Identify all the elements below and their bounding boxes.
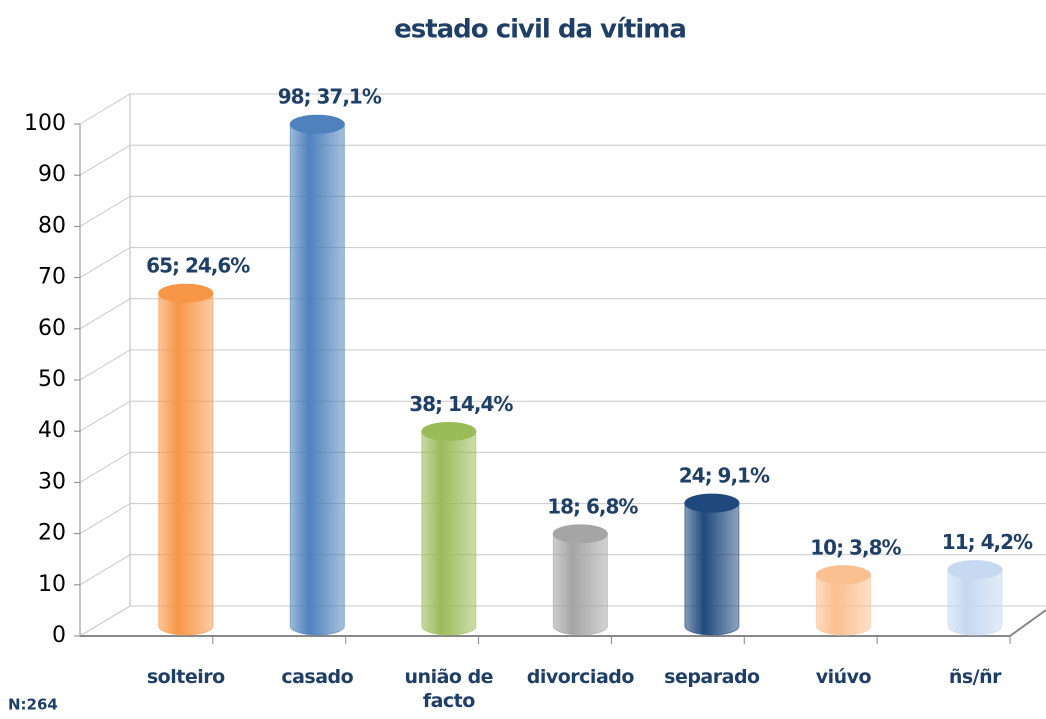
x-tick-label: união de facto	[404, 666, 494, 712]
bar-top	[684, 493, 740, 513]
bar-top	[289, 114, 345, 134]
y-tick-label: 90	[38, 162, 66, 187]
y-tick-label: 30	[38, 469, 66, 494]
bar-top	[947, 560, 1003, 580]
data-label: 11; 4,2%	[942, 530, 1033, 554]
bar	[815, 574, 871, 636]
data-label: 65; 24,6%	[146, 254, 250, 278]
data-label: 10; 3,8%	[810, 535, 901, 559]
y-tick-label: 50	[38, 367, 66, 392]
grid-line	[79, 554, 1046, 586]
bar-top	[421, 421, 477, 441]
x-tick-label: separado	[664, 666, 760, 688]
bar	[684, 502, 740, 636]
x-tick-label: viúvo	[815, 666, 872, 688]
x-tick-label: ñs/ñr	[948, 666, 1002, 688]
y-tick-label: 10	[38, 572, 66, 597]
grid-line	[79, 451, 1046, 483]
bar	[552, 533, 608, 636]
footnote: N:264	[8, 696, 58, 714]
y-tick-label: 0	[52, 623, 66, 648]
y-tick-label: 60	[38, 316, 66, 341]
y-tick-label: 40	[38, 418, 66, 443]
grid-line	[79, 144, 1046, 176]
data-label: 98; 37,1%	[278, 85, 382, 109]
bar	[289, 123, 345, 636]
y-tick-label: 70	[38, 265, 66, 290]
grid-line	[79, 605, 1046, 637]
grid-line	[79, 298, 1046, 330]
y-tick-label: 20	[38, 521, 66, 546]
data-label: 18; 6,8%	[547, 494, 638, 518]
x-tick-label: solteiro	[146, 666, 225, 688]
bar-top	[158, 283, 214, 303]
x-tick-label: casado	[281, 666, 354, 688]
grid-line	[79, 93, 1046, 125]
y-tick-label: 80	[38, 213, 66, 238]
grid-line	[79, 400, 1046, 432]
data-label: 24; 9,1%	[679, 464, 770, 488]
chart-title: estado civil da vítima	[394, 15, 686, 45]
y-tick-label: 100	[24, 111, 66, 136]
data-label: 38; 14,4%	[409, 392, 513, 416]
bar-top	[552, 524, 608, 544]
grid-line	[79, 349, 1046, 381]
bar	[947, 569, 1003, 636]
bar	[158, 292, 214, 636]
grid-line	[79, 195, 1046, 227]
grid-line	[79, 247, 1046, 279]
x-tick-label: divorciado	[526, 666, 635, 688]
grid-line	[79, 503, 1046, 535]
bar	[421, 430, 477, 636]
bar-top	[815, 565, 871, 585]
